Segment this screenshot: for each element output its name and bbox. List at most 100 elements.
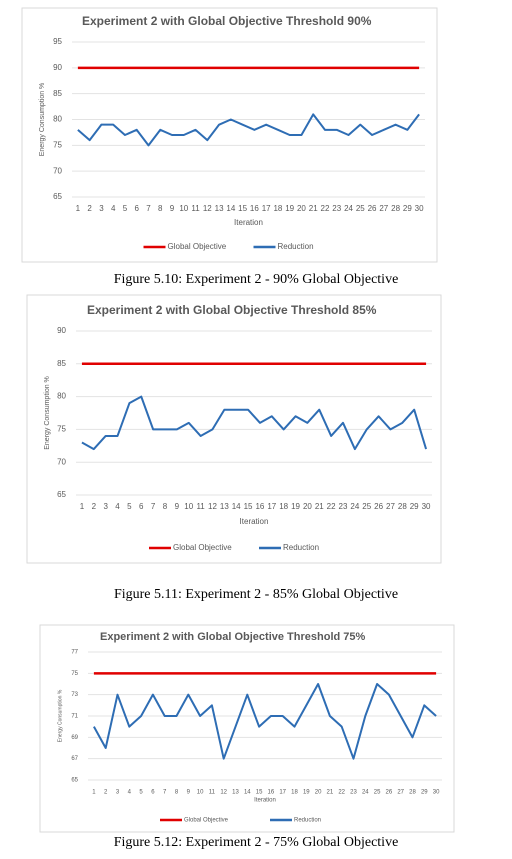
x-tick-label: 13 <box>215 204 224 213</box>
x-tick-label: 27 <box>397 790 404 796</box>
x-tick-label: 16 <box>268 790 275 796</box>
x-tick-label: 29 <box>403 204 412 213</box>
legend-label: Global Objective <box>168 242 227 251</box>
x-axis-title: Iteration <box>240 517 269 526</box>
x-tick-label: 29 <box>410 502 419 511</box>
x-tick-label: 7 <box>146 204 151 213</box>
x-tick-label: 23 <box>339 502 348 511</box>
y-tick-label: 71 <box>71 714 78 720</box>
figure-caption: Figure 5.10: Experiment 2 - 90% Global O… <box>114 272 399 287</box>
x-tick-label: 25 <box>362 502 371 511</box>
x-tick-label: 13 <box>232 790 239 796</box>
x-tick-label: 23 <box>332 204 341 213</box>
x-tick-label: 3 <box>103 502 108 511</box>
x-tick-label: 17 <box>262 204 271 213</box>
x-tick-label: 8 <box>175 790 179 796</box>
x-tick-label: 18 <box>291 790 298 796</box>
x-tick-label: 1 <box>80 502 85 511</box>
x-tick-label: 20 <box>303 502 312 511</box>
chart-title: Experiment 2 with Global Objective Thres… <box>100 631 366 643</box>
figure-caption: Figure 5.12: Experiment 2 - 75% Global O… <box>114 835 399 850</box>
x-tick-label: 10 <box>197 790 204 796</box>
x-tick-label: 15 <box>238 204 247 213</box>
y-tick-label: 80 <box>53 115 62 124</box>
x-tick-label: 20 <box>315 790 322 796</box>
x-tick-label: 21 <box>315 502 324 511</box>
x-tick-label: 19 <box>285 204 294 213</box>
y-tick-label: 75 <box>71 671 78 677</box>
figure-caption: Figure 5.11: Experiment 2 - 85% Global O… <box>114 587 398 602</box>
x-tick-label: 30 <box>422 502 431 511</box>
chart-frame <box>21 7 438 263</box>
x-tick-label: 16 <box>255 502 264 511</box>
x-tick-label: 11 <box>196 502 205 511</box>
x-tick-label: 5 <box>123 204 128 213</box>
x-tick-label: 21 <box>309 204 318 213</box>
x-tick-label: 3 <box>99 204 104 213</box>
y-tick-label: 73 <box>71 692 78 698</box>
legend-label: Global Objective <box>184 818 229 824</box>
x-tick-label: 15 <box>244 502 253 511</box>
x-tick-label: 19 <box>303 790 310 796</box>
x-tick-label: 1 <box>76 204 81 213</box>
x-tick-label: 16 <box>250 204 259 213</box>
x-tick-label: 12 <box>203 204 212 213</box>
x-tick-label: 26 <box>368 204 377 213</box>
x-tick-label: 5 <box>127 502 132 511</box>
x-tick-label: 23 <box>350 790 357 796</box>
x-tick-label: 2 <box>87 204 92 213</box>
x-tick-label: 6 <box>151 790 155 796</box>
x-tick-label: 18 <box>279 502 288 511</box>
x-axis-title: Iteration <box>254 798 276 804</box>
y-tick-label: 90 <box>57 326 66 335</box>
y-tick-label: 75 <box>57 425 66 434</box>
x-tick-label: 18 <box>273 204 282 213</box>
x-tick-label: 1 <box>92 790 96 796</box>
chart-title: Experiment 2 with Global Objective Thres… <box>87 303 377 317</box>
x-tick-label: 6 <box>139 502 144 511</box>
x-tick-label: 4 <box>111 204 116 213</box>
y-tick-label: 70 <box>53 166 62 175</box>
x-tick-label: 17 <box>279 790 286 796</box>
series-line <box>77 113 420 147</box>
x-tick-label: 22 <box>321 204 330 213</box>
x-tick-label: 27 <box>379 204 388 213</box>
x-tick-label: 9 <box>175 502 180 511</box>
x-tick-label: 28 <box>398 502 407 511</box>
x-tick-label: 26 <box>374 502 383 511</box>
x-tick-label: 21 <box>327 790 334 796</box>
x-tick-label: 14 <box>244 790 251 796</box>
x-tick-label: 6 <box>134 204 139 213</box>
y-tick-label: 85 <box>57 359 66 368</box>
x-tick-label: 4 <box>128 790 132 796</box>
x-tick-label: 7 <box>163 790 167 796</box>
x-tick-label: 24 <box>344 204 353 213</box>
x-tick-label: 9 <box>187 790 191 796</box>
x-tick-label: 25 <box>356 204 365 213</box>
x-tick-label: 11 <box>191 204 200 213</box>
legend-label: Reduction <box>283 543 319 552</box>
x-tick-label: 13 <box>220 502 229 511</box>
y-axis-title: Energy Consumption % <box>57 689 63 742</box>
x-tick-label: 17 <box>267 502 276 511</box>
y-tick-label: 95 <box>53 37 62 46</box>
y-tick-label: 90 <box>53 63 62 72</box>
x-tick-label: 10 <box>179 204 188 213</box>
legend-label: Reduction <box>294 818 321 824</box>
x-tick-label: 5 <box>139 790 143 796</box>
x-tick-label: 8 <box>158 204 163 213</box>
x-tick-label: 10 <box>184 502 193 511</box>
x-tick-label: 25 <box>374 790 381 796</box>
x-tick-label: 20 <box>297 204 306 213</box>
x-tick-label: 26 <box>386 790 393 796</box>
chart-frame <box>39 624 455 833</box>
x-tick-label: 14 <box>226 204 235 213</box>
x-tick-label: 19 <box>291 502 300 511</box>
y-axis-title: Energy Consumption % <box>44 376 51 450</box>
x-tick-label: 22 <box>338 790 345 796</box>
x-tick-label: 22 <box>327 502 336 511</box>
x-tick-label: 12 <box>208 502 217 511</box>
y-tick-label: 77 <box>71 650 78 656</box>
y-tick-label: 85 <box>53 89 62 98</box>
